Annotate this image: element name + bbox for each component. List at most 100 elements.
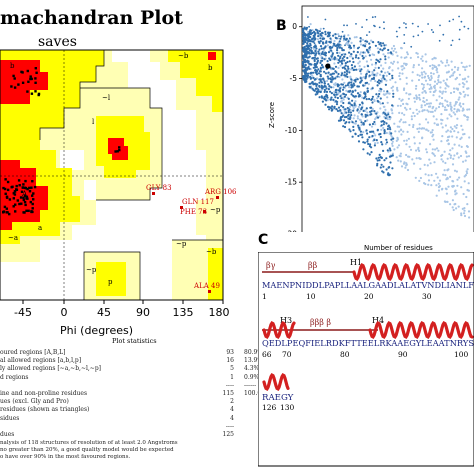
zscore-point — [432, 133, 435, 136]
zscore-point — [377, 41, 380, 44]
zscore-point — [420, 106, 423, 109]
zscore-point — [347, 97, 350, 100]
zscore-point — [403, 56, 406, 60]
zscore-point — [372, 41, 375, 44]
residue-label: GLN 117 — [182, 198, 214, 206]
zscore-point — [307, 56, 310, 59]
zscore-point — [468, 136, 471, 139]
zscore-point — [330, 86, 333, 89]
zscore-point — [359, 133, 362, 136]
zscore-point — [458, 144, 461, 147]
zscore-point — [360, 108, 363, 111]
region-label: A — [21, 190, 28, 198]
zscore-point — [425, 128, 428, 131]
zscore-point — [347, 102, 350, 105]
query-point — [325, 63, 331, 69]
residue-point — [19, 196, 23, 199]
stats-label: oured regions [A,B,L] — [0, 349, 66, 356]
residue-point — [4, 192, 7, 195]
zscore-point — [464, 159, 467, 162]
residue-point — [20, 202, 23, 205]
zscore-point — [458, 176, 461, 179]
zscore-point — [312, 66, 315, 69]
zscore-point — [396, 54, 399, 58]
zscore-point — [375, 139, 378, 142]
zscore-point — [352, 94, 355, 97]
zscore-point — [447, 104, 450, 108]
zscore-point — [340, 74, 343, 77]
zscore-point — [383, 27, 385, 30]
residue-point — [34, 81, 37, 84]
zscore-point — [436, 82, 439, 85]
zscore-point — [467, 210, 471, 213]
zscore-point — [406, 168, 410, 172]
region-label: a — [38, 224, 42, 232]
zscore-point — [324, 72, 327, 75]
zscore-point — [311, 74, 314, 77]
zscore-point — [344, 108, 347, 111]
zscore-point — [412, 111, 415, 114]
residue-point — [12, 192, 15, 195]
zscore-point — [364, 120, 367, 123]
zscore-point — [464, 150, 467, 153]
zscore-point — [385, 168, 388, 171]
zscore-point — [388, 115, 391, 118]
secondary-structure-panel: βγ ββ H1 MAENPNIDDLPAPLLAALGAADLALATVNDL… — [258, 252, 474, 467]
residue-number: 20 — [364, 292, 374, 301]
zscore-point — [391, 167, 394, 170]
zscore-point — [421, 59, 424, 63]
zscore-point — [447, 168, 450, 171]
zscore-point — [441, 135, 444, 138]
stats-percent: 13.9% — [244, 357, 264, 365]
zscore-point — [405, 92, 408, 95]
zscore-point — [462, 65, 465, 68]
zscore-point — [310, 63, 313, 66]
zscore-point — [305, 78, 308, 81]
zscore-point — [386, 127, 389, 131]
zscore-point — [446, 139, 449, 142]
zscore-point — [445, 192, 448, 195]
zscore-point — [398, 72, 401, 75]
zscore-point — [339, 116, 343, 119]
zscore-point — [390, 61, 393, 64]
zscore-point — [337, 33, 340, 36]
residue-point — [4, 178, 7, 181]
zscore-point — [334, 96, 337, 99]
residue-number: 100 — [454, 350, 469, 359]
zscore-point — [441, 126, 444, 129]
residue-point — [16, 199, 19, 202]
helix-ribbon — [368, 321, 474, 339]
ramachandran-title: machandran Plot — [0, 7, 183, 29]
zscore-point — [396, 89, 399, 92]
zscore-point — [440, 96, 444, 100]
zscore-point — [420, 57, 423, 60]
zscore-point — [385, 141, 389, 144]
zscore-point — [332, 67, 335, 70]
zscore-point — [440, 140, 443, 143]
zscore-point — [438, 39, 441, 42]
zscore-point — [405, 63, 408, 67]
zscore-point — [440, 122, 443, 125]
zscore-point — [358, 68, 361, 71]
zscore-point — [346, 60, 349, 64]
zscore-point — [341, 62, 344, 65]
zscore-point — [405, 76, 408, 79]
footnote-line: no greater than 20%, a good quality mode… — [0, 447, 174, 453]
residue-point — [26, 90, 29, 93]
zscore-point — [365, 48, 369, 51]
zscore-point — [373, 110, 376, 113]
zscore-point — [405, 162, 408, 165]
zscore-point — [385, 92, 388, 95]
zscore-point — [315, 47, 318, 50]
residue-label: ARG 106 — [204, 188, 237, 196]
generously-allowed-region-right — [150, 50, 223, 262]
zscore-point — [365, 73, 368, 76]
helix-ribbon — [262, 321, 296, 339]
ramachandran-subtitle: saves — [38, 34, 77, 50]
residue-point — [5, 195, 9, 198]
zscore-point — [405, 108, 408, 111]
zscore-point — [335, 100, 338, 103]
zscore-point — [423, 127, 426, 130]
zscore-point — [324, 30, 327, 33]
zscore-point — [365, 18, 368, 21]
